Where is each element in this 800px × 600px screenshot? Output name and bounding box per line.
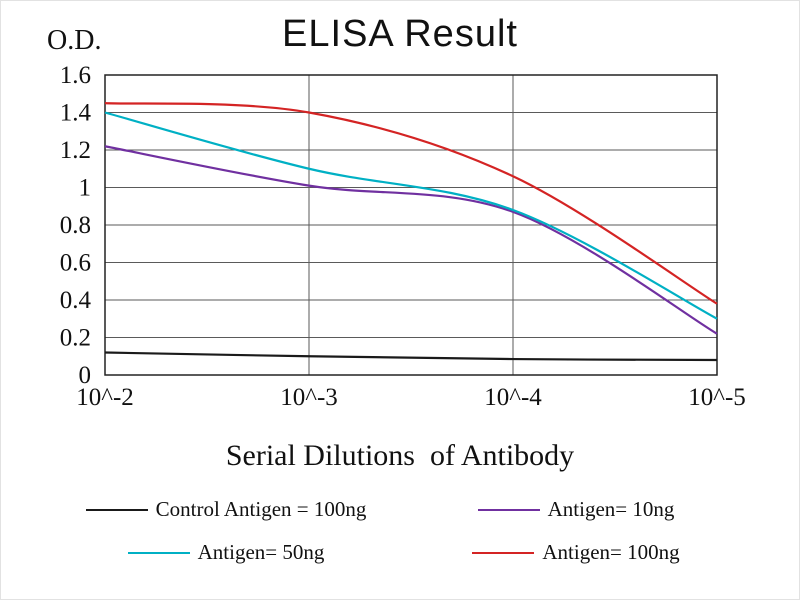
legend-line-sample — [127, 551, 190, 554]
x-tick-label: 10^-3 — [280, 384, 338, 411]
y-tick-label: 0 — [79, 362, 92, 389]
legend-line-sample — [477, 508, 540, 511]
chart-title: ELISA Result — [282, 13, 518, 55]
series-line — [104, 351, 718, 362]
series-line — [104, 111, 718, 320]
legend-item: Antigen= 100ng — [401, 540, 751, 565]
x-axis-label: Serial Dilutions of Antibody — [225, 439, 575, 472]
legend: Control Antigen = 100ng Antigen= 10ng Anti… — [51, 497, 751, 565]
y-tick-label: 1.2 — [60, 137, 91, 164]
y-tick-label: 1 — [79, 175, 92, 202]
legend-item: Antigen= 10ng — [401, 497, 751, 522]
x-tick-label: 10^-4 — [484, 384, 542, 411]
legend-label: Antigen= 50ng — [197, 540, 325, 564]
legend-label: Antigen= 10ng — [547, 497, 675, 521]
y-tick-label: 1.4 — [60, 100, 92, 127]
y-tick-label: 0.4 — [60, 287, 92, 314]
legend-label: Antigen= 100ng — [542, 540, 680, 564]
y-tick-label: 0.6 — [60, 250, 91, 277]
y-tick-label: 0.2 — [60, 325, 91, 352]
legend-item: Antigen= 50ng — [51, 540, 401, 565]
series-line — [104, 102, 718, 305]
legend-line-sample — [472, 551, 535, 554]
y-tick-label: 0.8 — [60, 212, 91, 239]
x-tick-label: 10^-2 — [76, 384, 134, 411]
x-tick-label: 10^-5 — [688, 384, 746, 411]
legend-label: Control Antigen = 100ng — [155, 497, 367, 521]
y-tick-label: 1.6 — [60, 62, 91, 89]
legend-item: Control Antigen = 100ng — [51, 497, 401, 522]
legend-line-sample — [85, 508, 148, 511]
plot-box — [104, 74, 718, 376]
series-line — [104, 145, 718, 335]
y-axis-label: O.D. — [47, 25, 102, 56]
